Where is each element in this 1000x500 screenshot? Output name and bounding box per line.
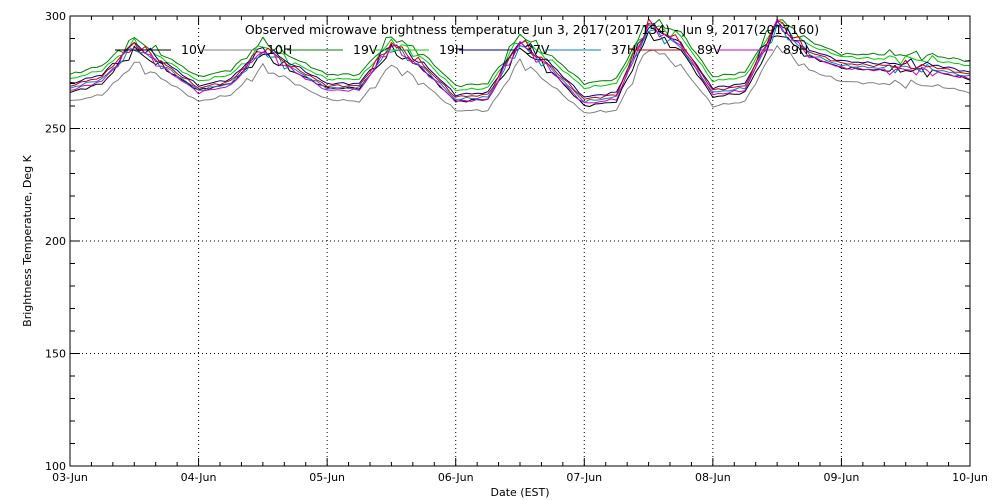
x-axis-label: Date (EST) (490, 486, 549, 499)
legend-label-89v: 89V (697, 42, 722, 57)
series-line-10h (69, 45, 971, 114)
legend: 10V 10H 19V 19H 37V 37H 89V 89H (115, 42, 808, 57)
y-tick-label: 200 (45, 235, 66, 248)
x-tick-labels: 03-Jun 04-Jun 05-Jun 06-Jun 07-Jun 08-Jun 09-J… (52, 471, 988, 484)
y-tick-label: 100 (45, 460, 66, 473)
legend-label-19v: 19V (353, 42, 378, 57)
y-tick-labels: 100 150 200 250 300 (45, 10, 66, 473)
grid (70, 16, 970, 466)
x-tick-label: 07-Jun (566, 471, 602, 484)
y-axis-label: Brightness Temperature, Deg K (21, 154, 34, 326)
x-tick-label: 05-Jun (309, 471, 345, 484)
y-tick-label: 150 (45, 348, 66, 361)
legend-label-10h: 10H (267, 42, 292, 57)
y-tick-label: 250 (45, 123, 66, 136)
legend-label-37h: 37H (611, 42, 636, 57)
x-tick-label: 04-Jun (181, 471, 217, 484)
axis-ticks (69, 15, 971, 467)
x-tick-label: 08-Jun (695, 471, 731, 484)
legend-label-19h: 19H (439, 42, 464, 57)
y-tick-label: 300 (45, 10, 66, 23)
series-line-19v (69, 18, 971, 88)
series-line-89v (69, 18, 971, 100)
legend-label-10v: 10V (181, 42, 206, 57)
x-tick-label: 06-Jun (438, 471, 474, 484)
series-line-10v (69, 31, 971, 107)
x-tick-label: 10-Jun (952, 471, 988, 484)
legend-label-89h: 89H (783, 42, 808, 57)
series-line-37h (69, 24, 971, 103)
chart-title: Observed microwave brightness temperatur… (245, 22, 819, 37)
x-tick-label: 09-Jun (824, 471, 860, 484)
x-tick-label: 03-Jun (52, 471, 88, 484)
series-lines (69, 18, 971, 114)
legend-label-37v: 37V (525, 42, 550, 57)
series-line-89h (69, 18, 971, 104)
